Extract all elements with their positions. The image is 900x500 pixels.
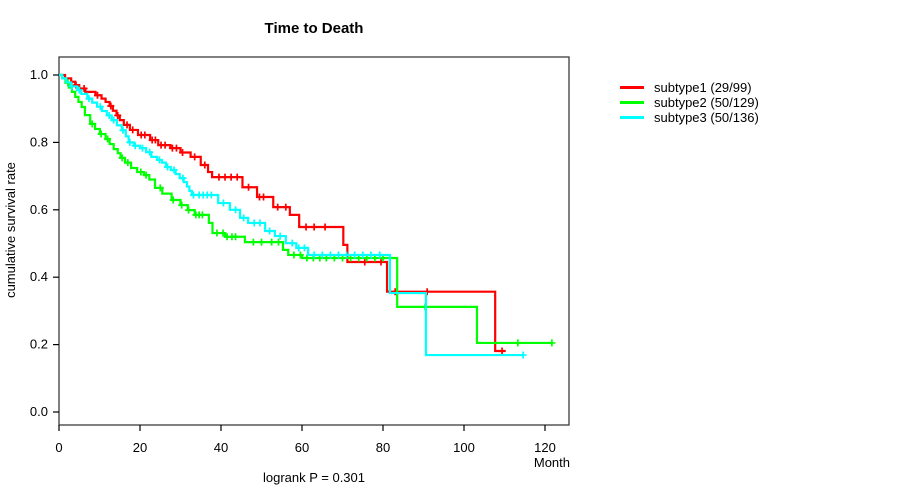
x-tick-label: 80: [376, 440, 390, 455]
y-tick-label: 0.6: [30, 202, 48, 217]
legend-label-subtype2: subtype2 (50/129): [654, 95, 759, 110]
legend: subtype1 (29/99) subtype2 (50/129) subty…: [620, 80, 759, 125]
x-tick-label: 20: [133, 440, 147, 455]
survival-curve-subtype2: [59, 73, 552, 345]
legend-line-subtype2: [620, 101, 644, 104]
x-tick-label: 60: [295, 440, 309, 455]
x-tick-label: 100: [453, 440, 475, 455]
survival-curve-subtype1: [59, 73, 506, 353]
y-tick-label: 0.4: [30, 269, 48, 284]
legend-row-subtype3: subtype3 (50/136): [620, 110, 759, 125]
y-tick-label: 0.0: [30, 404, 48, 419]
legend-label-subtype1: subtype1 (29/99): [654, 80, 752, 95]
plot-title: Time to Death: [264, 20, 364, 37]
censor-marks-subtype1: [72, 81, 506, 355]
legend-line-subtype1: [620, 86, 644, 89]
y-tick-label: 0.2: [30, 337, 48, 352]
x-tick-label: 40: [214, 440, 228, 455]
censor-marks-subtype3: [68, 82, 527, 359]
legend-label-subtype3: subtype3 (50/136): [654, 110, 759, 125]
legend-line-subtype3: [620, 116, 644, 119]
y-tick-label: 1.0: [30, 67, 48, 82]
x-tick-label: 120: [534, 440, 556, 455]
x-axis-label: Month: [533, 455, 570, 470]
plot-frame: [58, 56, 570, 426]
censor-marks-subtype2: [64, 79, 556, 347]
logrank-annotation: logrank P = 0.301: [262, 470, 366, 485]
legend-row-subtype1: subtype1 (29/99): [620, 80, 759, 95]
y-axis-label: cumulative survival rate: [3, 162, 18, 298]
y-tick-label: 0.8: [30, 134, 48, 149]
legend-row-subtype2: subtype2 (50/129): [620, 95, 759, 110]
x-tick-label: 0: [55, 440, 62, 455]
